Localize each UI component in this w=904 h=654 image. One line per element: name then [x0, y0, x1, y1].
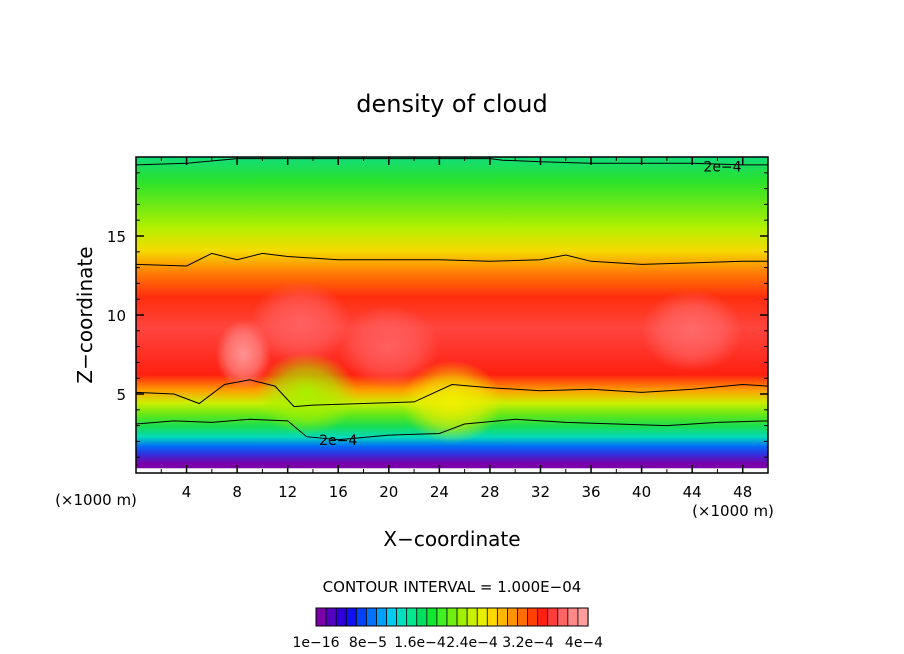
x-tick-label: 48 [733, 483, 752, 501]
x-tick-label: 28 [480, 483, 499, 501]
x-tick-label: 16 [329, 483, 348, 501]
x-tick-label: 44 [683, 483, 702, 501]
colorbar-swatch [315, 607, 327, 627]
colorbar-swatch [345, 607, 357, 627]
contour-line [136, 379, 768, 408]
colorbar-swatch [577, 607, 589, 627]
colorbar-tick-label: 4e−4 [565, 635, 603, 651]
x-tick-label: 20 [379, 483, 398, 501]
colorbar-swatch [476, 607, 488, 627]
x-unit-label-right: (×1000 m) [692, 502, 774, 520]
colorbar-swatch [376, 607, 388, 627]
surface-gap [136, 468, 768, 473]
colorbar-tick-label: 3.2e−4 [502, 635, 554, 651]
y-tick-label: 5 [116, 386, 126, 404]
y-tick-label: 15 [107, 228, 126, 246]
density-extremum [338, 305, 440, 388]
colorbar-swatch [436, 607, 448, 627]
colorbar [315, 607, 589, 627]
colorbar-swatch [406, 607, 418, 627]
contour-level-label: 2e−4 [319, 433, 357, 449]
density-field [136, 157, 768, 473]
x-axis-label: X−coordinate [383, 527, 520, 551]
colorbar-swatch [496, 607, 509, 627]
colorbar-swatch [426, 607, 438, 627]
colorbar-swatch [486, 607, 498, 627]
contour-line [136, 252, 768, 267]
colorbar-swatch [396, 607, 408, 627]
colorbar-frame [315, 607, 589, 627]
colorbar-swatch [537, 607, 549, 627]
contour-interval-label: CONTOUR INTERVAL = 1.000E−04 [323, 578, 582, 596]
x-tick-label: 12 [278, 483, 297, 501]
density-extremum [249, 281, 351, 364]
density-extremum [401, 360, 503, 443]
colorbar-swatch [507, 607, 519, 627]
x-unit-label-left: (×1000 m) [55, 491, 137, 509]
colorbar-tick-label: 1e−16 [292, 635, 339, 651]
colorbar-swatch [517, 607, 529, 627]
colorbar-swatch [416, 607, 428, 627]
colorbar-swatch [446, 607, 458, 627]
colorbar-tick-label: 8e−5 [349, 635, 387, 651]
colorbar-swatch [386, 607, 398, 627]
colorbar-tick-label: 2.4e−4 [446, 635, 498, 651]
x-tick-label: 24 [430, 483, 449, 501]
x-tick-label: 4 [182, 483, 192, 501]
colorbar-swatch [567, 607, 579, 627]
colorbar-swatch [355, 607, 367, 627]
x-tick-label: 8 [232, 483, 242, 501]
density-extremum [641, 289, 743, 372]
x-tick-label: 40 [632, 483, 651, 501]
density-extremum [256, 352, 358, 436]
colorbar-labels: 1e−16 8e−5 1.6e−4 2.4e−4 3.2e−4 4e−4 [292, 635, 603, 651]
contour-level-label: 2e−4 [703, 159, 741, 175]
colorbar-swatch [365, 607, 378, 627]
colorbar-swatch [466, 607, 478, 627]
contour-line [136, 418, 768, 441]
colorbar-swatch [527, 607, 539, 627]
x-tick-label: 36 [581, 483, 600, 501]
colorbar-swatch [547, 607, 559, 627]
colorbar-swatch [456, 607, 468, 627]
colorbar-tick-label: 1.6e−4 [394, 635, 446, 651]
contour-labels: 2e−4 2e−4 [319, 159, 742, 448]
colorbar-swatch [335, 607, 347, 627]
y-tick-label: 10 [107, 307, 126, 325]
chart-title: density of cloud [356, 90, 547, 118]
colorbar-swatch [557, 607, 569, 627]
y-axis-label: Z−coordinate [73, 246, 97, 383]
x-tick-label: 32 [531, 483, 550, 501]
colorbar-swatch [325, 607, 337, 627]
plot-area: 2e−4 2e−4 [136, 157, 768, 473]
